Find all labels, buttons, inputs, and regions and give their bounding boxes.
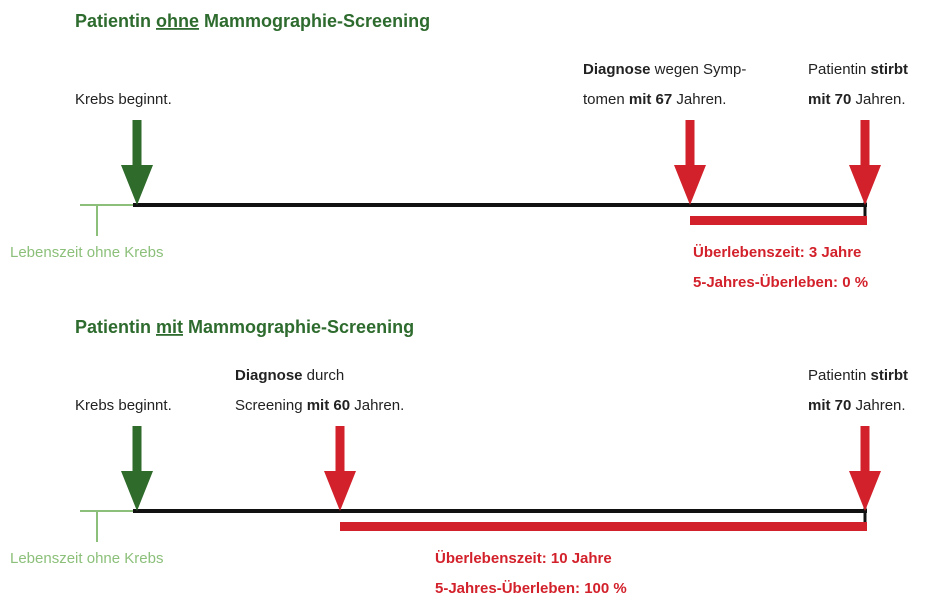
text-segment: mit 70 — [808, 91, 851, 108]
diagnosis-label: Diagnose durch — [235, 367, 344, 384]
survival-bar — [690, 216, 867, 225]
death-arrow-head — [849, 165, 881, 205]
death-label: Patientin stirbt — [808, 367, 908, 384]
diagnosis-label: tomen mit 67 Jahren. — [583, 91, 726, 108]
survival-label: 5-Jahres-Überleben: 100 % — [435, 580, 627, 597]
survival-label: Überlebenszeit: 10 Jahre — [435, 550, 612, 567]
text-segment: stirbt — [871, 367, 909, 384]
diagnosis-label: Screening mit 60 Jahren. — [235, 397, 404, 414]
panel-title: Patientin ohne Mammographie-Screening — [75, 11, 430, 31]
text-segment: mit 60 — [307, 397, 350, 414]
text-segment: wegen Symp- — [651, 61, 747, 78]
text-segment: Patientin — [808, 367, 871, 384]
life-label: Lebenszeit ohne Krebs — [10, 550, 163, 567]
text-segment: Jahren. — [851, 91, 905, 108]
text-segment: stirbt — [871, 61, 909, 78]
death-label: mit 70 Jahren. — [808, 397, 906, 414]
text-segment: mit 67 — [629, 91, 672, 108]
diagnosis-arrow-head — [674, 165, 706, 205]
death-label: Patientin stirbt — [808, 61, 908, 78]
text-segment: mit 70 — [808, 397, 851, 414]
text-segment: Screening — [235, 397, 307, 414]
text-segment: ohne — [156, 11, 199, 31]
start-arrow-head — [121, 165, 153, 205]
start-label: Krebs beginnt. — [75, 91, 172, 108]
text-segment: Patientin — [75, 11, 156, 31]
survival-label: 5-Jahres-Überleben: 0 % — [693, 274, 868, 291]
death-arrow-head — [849, 471, 881, 511]
survival-bar — [340, 522, 867, 531]
text-segment: Mammographie-Screening — [199, 11, 430, 31]
survival-label: Überlebenszeit: 3 Jahre — [693, 244, 861, 261]
start-arrow-head — [121, 471, 153, 511]
diagnosis-label: Diagnose wegen Symp- — [583, 61, 746, 78]
text-segment: Patientin — [75, 317, 156, 337]
text-segment: Diagnose — [235, 367, 303, 384]
panel-title: Patientin mit Mammographie-Screening — [75, 317, 414, 337]
text-segment: Mammographie-Screening — [183, 317, 414, 337]
diagnosis-arrow-head — [324, 471, 356, 511]
text-segment: Jahren. — [350, 397, 404, 414]
text-segment: Jahren. — [672, 91, 726, 108]
text-segment: Jahren. — [851, 397, 905, 414]
text-segment: Diagnose — [583, 61, 651, 78]
start-label: Krebs beginnt. — [75, 397, 172, 414]
text-segment: Patientin — [808, 61, 871, 78]
text-segment: durch — [303, 367, 345, 384]
text-segment: mit — [156, 317, 183, 337]
death-label: mit 70 Jahren. — [808, 91, 906, 108]
text-segment: tomen — [583, 91, 629, 108]
life-label: Lebenszeit ohne Krebs — [10, 244, 163, 261]
